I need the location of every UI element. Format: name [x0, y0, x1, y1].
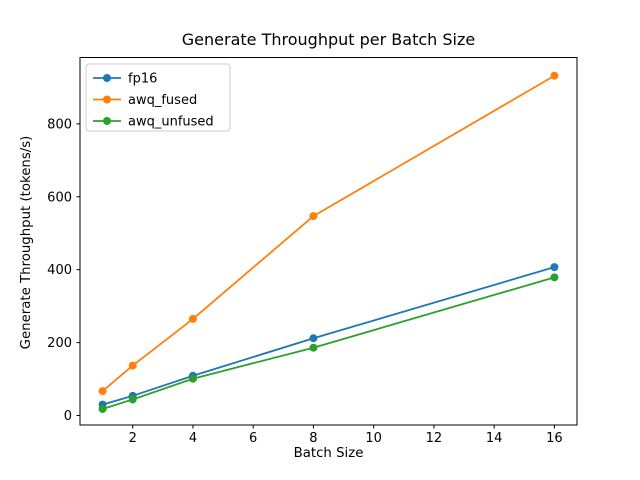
data-point — [98, 387, 107, 396]
axes-frame — [79, 57, 578, 426]
data-point — [309, 334, 318, 343]
legend-label: fp16 — [128, 72, 157, 87]
x-axis-label: Batch Size — [293, 446, 364, 461]
legend-marker — [103, 117, 111, 125]
series-awq_unfused — [98, 273, 559, 413]
data-point — [550, 71, 559, 80]
data-point — [550, 263, 559, 272]
legend: fp16 awq_fused awq_unfused — [85, 63, 231, 132]
y-tick-label: 600 — [47, 190, 72, 205]
legend-item-awq_fused: awq_fused — [93, 93, 197, 108]
data-point — [98, 404, 107, 413]
x-tick-label: 8 — [309, 431, 317, 446]
chart-title: Generate Throughput per Batch Size — [181, 30, 476, 49]
legend-label: awq_unfused — [128, 115, 214, 130]
data-point — [188, 314, 197, 323]
data-point — [188, 374, 197, 383]
x-tick-label: 4 — [189, 431, 197, 446]
x-tick-label: 2 — [129, 431, 137, 446]
legend-label: awq_fused — [128, 93, 197, 108]
y-tick-label: 800 — [47, 117, 72, 132]
y-tick-label: 0 — [64, 409, 72, 424]
x-tick-label: 12 — [426, 431, 443, 446]
y-tick-label: 200 — [47, 336, 72, 351]
legend-marker — [103, 74, 111, 82]
x-tick-label: 6 — [249, 431, 257, 446]
data-point — [550, 273, 559, 282]
y-tick-label: 400 — [47, 263, 72, 278]
legend-item-awq_unfused: awq_unfused — [93, 115, 214, 130]
series-awq_fused — [98, 71, 559, 396]
x-tick-label: 16 — [546, 431, 563, 446]
x-tick-label: 14 — [486, 431, 503, 446]
data-point — [128, 361, 137, 370]
data-point — [309, 212, 318, 221]
data-point — [128, 395, 137, 404]
legend-marker — [103, 95, 111, 104]
legend-item-fp16: fp16 — [93, 72, 157, 87]
legend-box — [85, 63, 231, 132]
data-point — [309, 343, 318, 352]
series-line — [102, 276, 555, 410]
x-tick-label: 10 — [365, 431, 382, 446]
